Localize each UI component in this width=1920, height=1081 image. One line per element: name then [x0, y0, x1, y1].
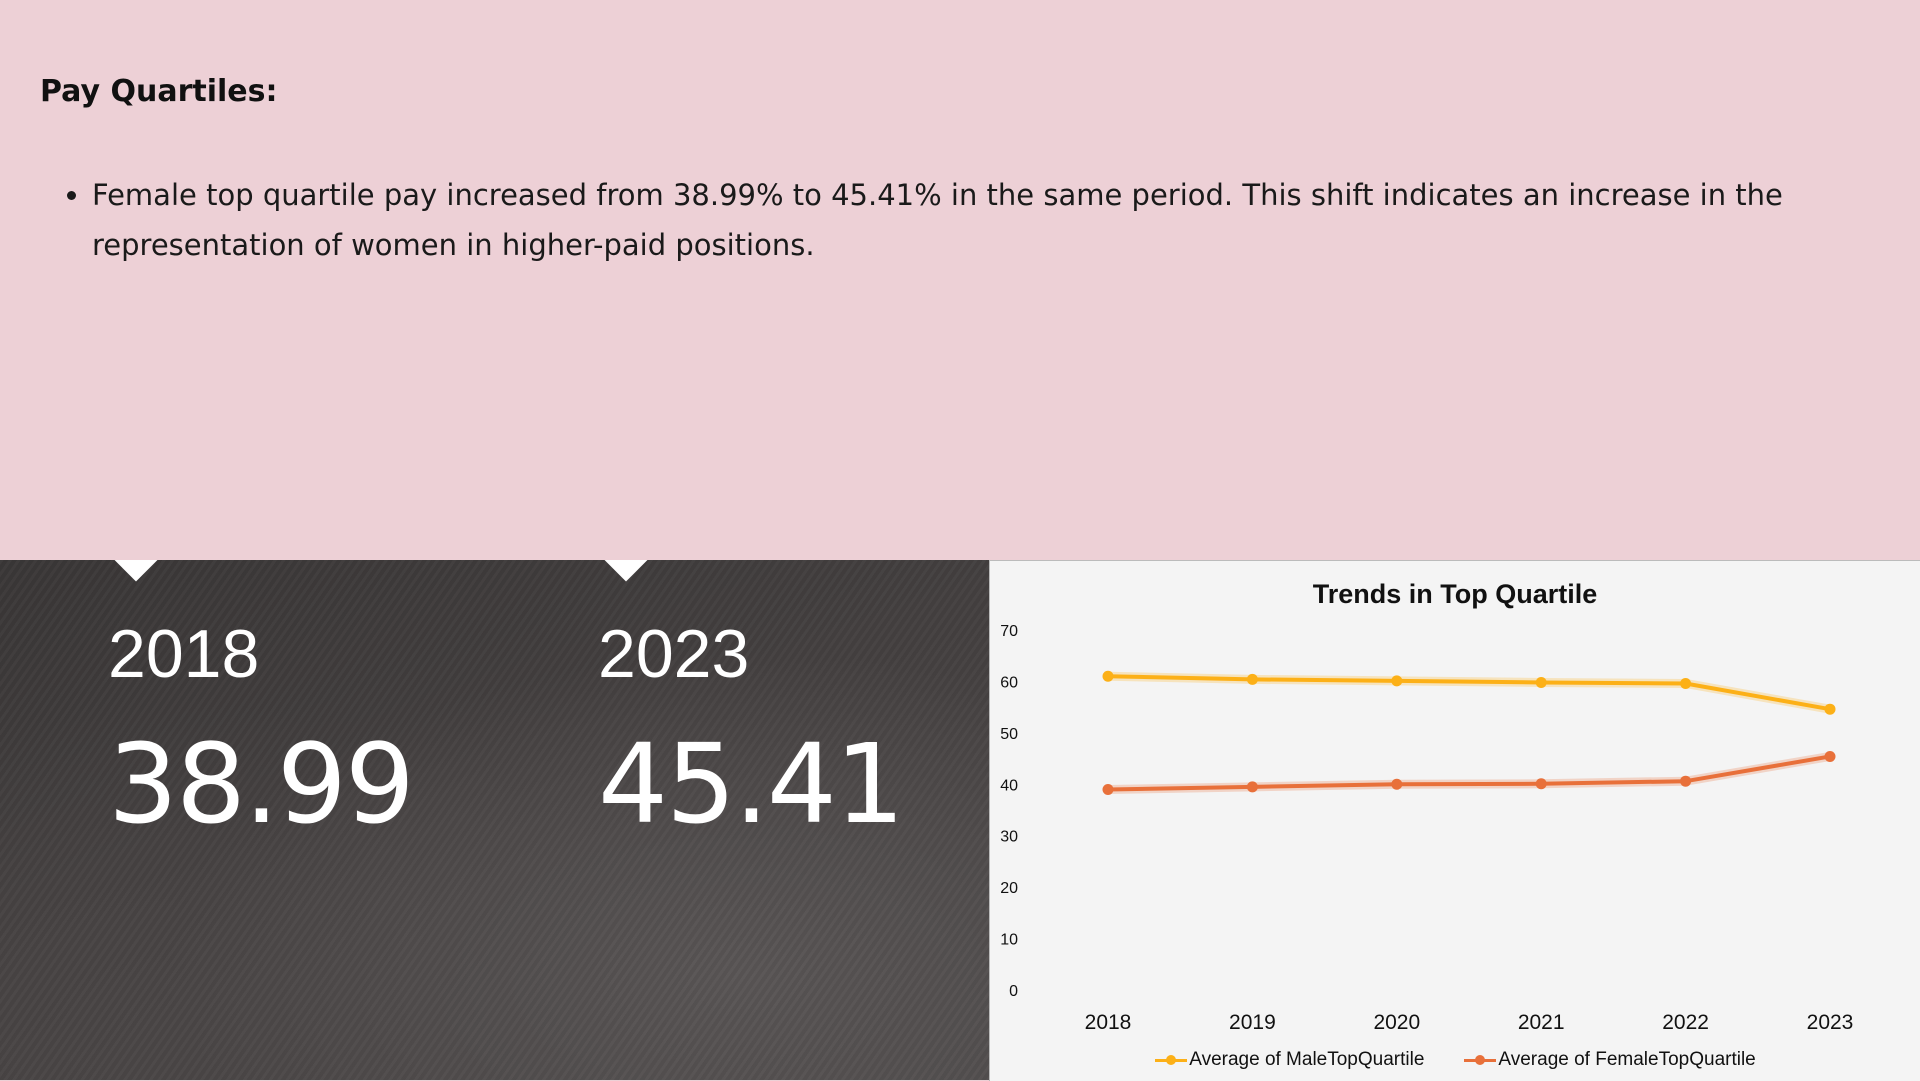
x-tick-label: 2020 — [1373, 1011, 1420, 1034]
section-heading: Pay Quartiles: — [40, 74, 278, 109]
stat-value: 38.99 — [108, 720, 415, 848]
x-tick-label: 2021 — [1518, 1011, 1565, 1034]
y-tick-label: 30 — [1000, 829, 1018, 846]
female-series-line — [1107, 754, 1831, 792]
line-chart-panel: Trends in Top Quartile 0 10 20 30 40 50 60 70 2… — [989, 560, 1920, 1081]
y-tick-label: 40 — [1000, 777, 1018, 794]
legend-line-marker-icon — [1155, 1053, 1188, 1067]
y-axis: 0 10 20 30 40 50 60 70 — [1000, 623, 1018, 1000]
male-data-point — [1246, 673, 1258, 685]
stat-year: 2023 — [598, 616, 750, 692]
legend-label: Average of FemaleTopQuartile — [1498, 1049, 1756, 1070]
female-data-point — [1391, 778, 1403, 790]
y-tick-label: 0 — [1009, 983, 1018, 1000]
summary-panel: Pay Quartiles: Female top quartile pay i… — [0, 0, 1920, 560]
x-tick-label: 2019 — [1229, 1011, 1276, 1034]
male-data-point — [1535, 676, 1547, 688]
y-tick-label: 10 — [1000, 932, 1018, 949]
legend-line-marker-icon — [1464, 1053, 1497, 1067]
female-data-point — [1535, 778, 1547, 790]
y-tick-label: 60 — [1000, 674, 1018, 691]
chart-title: Trends in Top Quartile — [1313, 579, 1598, 609]
y-tick-label: 70 — [1000, 623, 1018, 640]
line-chart: Trends in Top Quartile 0 10 20 30 40 50 60 70 2… — [1000, 579, 1854, 1034]
legend-item: Average of FemaleTopQuartile — [1464, 1049, 1756, 1071]
female-data-point — [1824, 750, 1836, 762]
female-data-point — [1102, 783, 1114, 795]
x-tick-label: 2022 — [1662, 1011, 1709, 1034]
diamond-marker-icon — [600, 560, 652, 582]
y-tick-label: 50 — [1000, 726, 1018, 743]
diamond-marker-icon — [110, 560, 162, 582]
male-data-point — [1102, 670, 1114, 682]
bullet-item: Female top quartile pay increased from 3… — [92, 170, 1920, 270]
legend-item: Average of MaleTopQuartile — [1155, 1049, 1424, 1071]
x-axis: 2018 2019 2020 2021 2022 2023 — [1085, 1011, 1854, 1034]
series-layer — [1102, 670, 1836, 795]
male-data-point — [1680, 677, 1692, 689]
x-tick-label: 2018 — [1085, 1011, 1132, 1034]
chart-legend: Average of MaleTopQuartile Average of Fem… — [990, 1049, 1920, 1071]
stat-year: 2018 — [108, 616, 260, 692]
bullet-list: Female top quartile pay increased from 3… — [52, 170, 1920, 270]
y-tick-label: 20 — [1000, 880, 1018, 897]
female-data-point — [1246, 781, 1258, 793]
female-data-point — [1680, 775, 1692, 787]
male-data-point — [1824, 703, 1836, 715]
legend-label: Average of MaleTopQuartile — [1189, 1049, 1425, 1070]
stats-panel: 2018 38.99 2023 45.41 — [0, 560, 989, 1080]
stat-value: 45.41 — [598, 720, 905, 848]
x-tick-label: 2023 — [1807, 1011, 1854, 1034]
male-series-line — [1107, 674, 1831, 712]
male-data-point — [1391, 675, 1403, 687]
